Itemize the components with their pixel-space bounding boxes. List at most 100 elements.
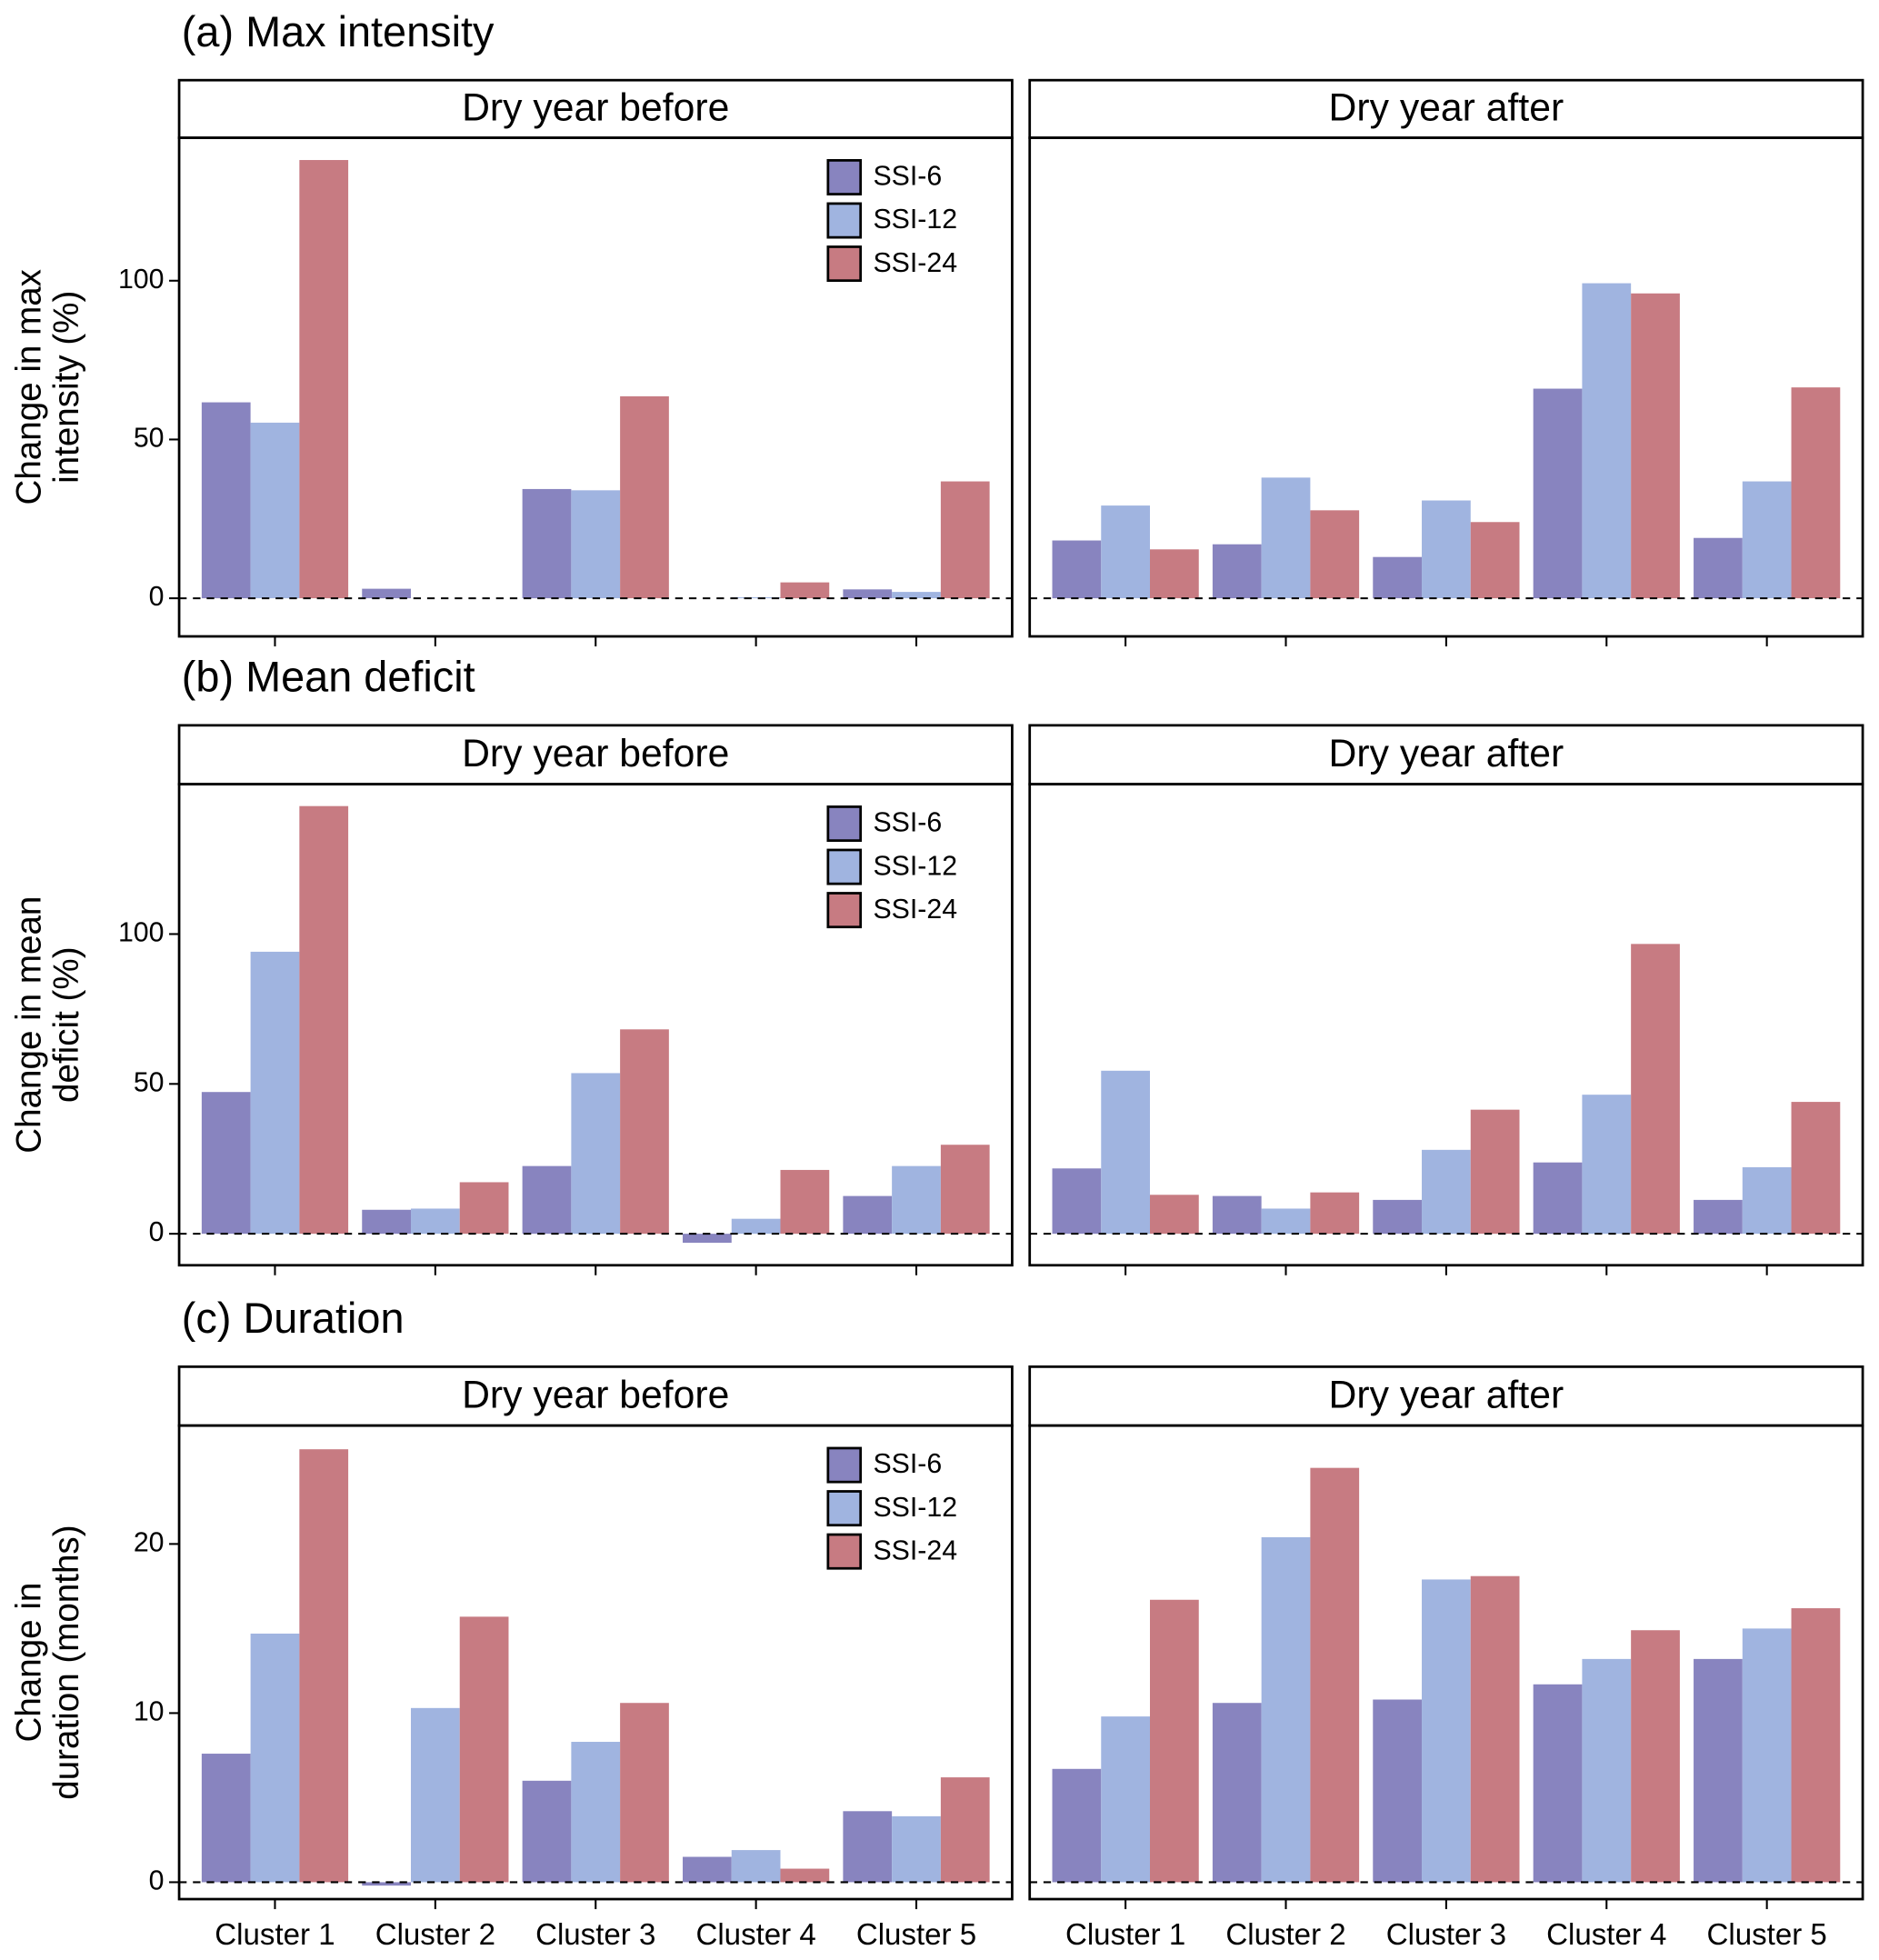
bar [299, 1449, 349, 1883]
bar [1310, 1192, 1360, 1235]
bar [1533, 1162, 1583, 1235]
y-tick-label: 0 [149, 1217, 165, 1247]
bar [892, 592, 941, 599]
bar [1373, 1199, 1423, 1235]
bar [299, 805, 349, 1235]
bar [1052, 540, 1102, 599]
bar [1101, 505, 1151, 599]
legend-label: SSI-24 [873, 1535, 957, 1565]
legend-swatch [826, 1446, 863, 1484]
bar [1791, 1608, 1841, 1883]
bar [1373, 1699, 1423, 1883]
bar [250, 422, 300, 599]
bar [1261, 1208, 1311, 1235]
bar [362, 588, 411, 599]
bar [201, 1754, 251, 1883]
bar [1150, 549, 1199, 599]
y-tick-label: 100 [118, 265, 165, 295]
y-axis-label: Change induration (months) [10, 1525, 86, 1799]
bar [459, 1182, 509, 1235]
legend-swatch [826, 1533, 863, 1570]
bar [1791, 387, 1841, 599]
bar [1533, 1684, 1583, 1883]
bar [1742, 1166, 1792, 1235]
strip-label: Dry year after [1329, 1373, 1564, 1416]
bar [940, 1145, 990, 1235]
y-axis-label-line: deficit (%) [47, 946, 86, 1103]
legend-label: SSI-12 [873, 205, 957, 235]
bar [201, 402, 251, 599]
bar [892, 1815, 941, 1883]
legend-label: SSI-6 [873, 1449, 942, 1479]
y-axis-label: Change in meandeficit (%) [10, 896, 86, 1154]
bar [250, 951, 300, 1235]
bar [843, 1195, 893, 1235]
panel-title: (c) Duration [182, 1295, 405, 1342]
bar [780, 1169, 830, 1235]
bar [571, 1742, 621, 1883]
bar [1052, 1768, 1102, 1883]
bar [1582, 1658, 1632, 1883]
bar [780, 1868, 830, 1883]
bar [1582, 1095, 1632, 1235]
strip-label: Dry year before [462, 86, 729, 130]
strip-label: Dry year after [1329, 86, 1564, 130]
legend-swatch [826, 1490, 863, 1527]
bar [1212, 1195, 1262, 1235]
bar [1694, 537, 1743, 599]
bar [1101, 1716, 1151, 1883]
bar [843, 589, 893, 599]
y-tick-label: 50 [134, 1067, 165, 1097]
plot-frame [1028, 136, 1864, 638]
legend-swatch [826, 805, 863, 843]
x-tick-label: Cluster 4 [1546, 1918, 1666, 1952]
y-axis-label-line: Change in [10, 1583, 49, 1743]
bar [299, 160, 349, 599]
bar [250, 1633, 300, 1883]
bar [843, 1811, 893, 1883]
legend-swatch [826, 202, 863, 239]
legend-label: SSI-12 [873, 1493, 957, 1523]
bar [1470, 1575, 1520, 1883]
strip [177, 1365, 1014, 1427]
bar [620, 1703, 669, 1883]
legend-swatch [826, 848, 863, 885]
x-tick-label: Cluster 1 [1065, 1918, 1185, 1952]
bar [1310, 510, 1360, 599]
legend-label: SSI-6 [873, 162, 942, 192]
bar [620, 395, 669, 599]
bar [1310, 1467, 1360, 1883]
strip [1028, 1365, 1864, 1427]
bar [571, 490, 621, 599]
bar [1694, 1658, 1743, 1883]
legend-swatch [826, 245, 863, 283]
bar [1261, 1536, 1311, 1883]
bar [201, 1092, 251, 1235]
x-tick-label: Cluster 4 [695, 1918, 815, 1952]
x-tick-label: Cluster 2 [375, 1918, 495, 1952]
y-tick-label: 10 [134, 1696, 165, 1726]
bar [731, 597, 781, 599]
bar [1470, 522, 1520, 599]
bar [1212, 1703, 1262, 1883]
bar [459, 1616, 509, 1883]
x-tick-label: Cluster 3 [535, 1918, 655, 1952]
y-axis-label: Change in maxintensity (%) [10, 269, 86, 505]
x-tick-label: Cluster 1 [215, 1918, 335, 1952]
bar [1582, 283, 1632, 599]
bar [1261, 477, 1311, 599]
bar [522, 1165, 572, 1235]
bar [1470, 1109, 1520, 1235]
bar [1212, 544, 1262, 599]
bar [571, 1073, 621, 1235]
bar [362, 1209, 411, 1235]
bar [1150, 1599, 1199, 1883]
bar [1742, 1628, 1792, 1883]
bar [1791, 1102, 1841, 1235]
legend-swatch [826, 892, 863, 929]
strip-label: Dry year before [462, 1373, 729, 1416]
bar [940, 1777, 990, 1883]
bar [1422, 1149, 1471, 1235]
y-axis-label-line: duration (months) [47, 1525, 86, 1799]
